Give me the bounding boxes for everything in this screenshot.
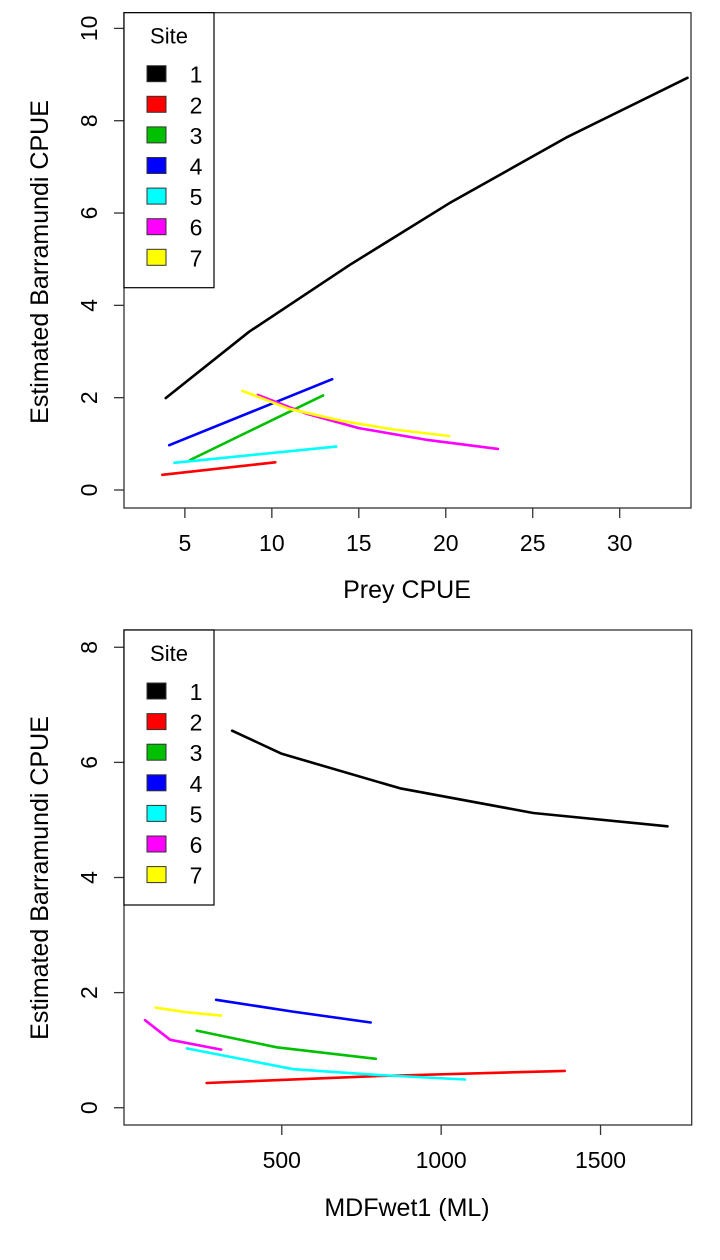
legend-swatch-site-5 (146, 187, 167, 205)
legend-swatch-site-1 (146, 65, 167, 83)
legend-swatch-site-7 (146, 248, 167, 266)
legend-label-site-7: 7 (190, 863, 203, 889)
legend-swatch-site-7 (146, 866, 167, 884)
legend-title: Site (150, 24, 188, 49)
legend-swatch-site-3 (146, 743, 167, 761)
series-line-site-1 (230, 729, 669, 828)
y-tick-label: 6 (76, 207, 102, 220)
series-line-site-4 (214, 998, 373, 1024)
legend-label-site-7: 7 (190, 245, 203, 271)
y-tick-label: 8 (76, 641, 102, 654)
legend-box (123, 629, 215, 906)
legend-swatch-site-3 (146, 126, 167, 144)
y-tick-label: 8 (76, 114, 102, 127)
x-tick-label: 10 (259, 530, 285, 556)
y-tick-label: 2 (76, 391, 102, 404)
y-axis-label: Estimated Barramundi CPUE (26, 716, 54, 1040)
y-tick-label: 4 (76, 871, 102, 884)
legend-swatch-site-2 (146, 713, 167, 731)
series-line-site-2 (161, 460, 277, 477)
y-tick-label: 10 (76, 16, 102, 42)
legend-swatch-site-4 (146, 157, 167, 174)
x-tick-label: 500 (263, 1147, 301, 1173)
y-tick-label: 0 (76, 484, 102, 497)
series-line-site-6 (143, 1018, 223, 1051)
x-tick-label: 5 (178, 530, 191, 556)
legend-label-site-2: 2 (190, 710, 203, 736)
legend-title: Site (150, 641, 188, 666)
y-tick-label: 4 (76, 299, 102, 312)
legend-label-site-5: 5 (190, 801, 203, 827)
legend-swatch-site-6 (146, 835, 167, 853)
series-line-site-7 (154, 1006, 223, 1017)
legend-label-site-6: 6 (190, 832, 203, 858)
legend-swatch-site-2 (146, 95, 167, 113)
y-tick-label: 6 (76, 756, 102, 769)
y-tick-label: 0 (76, 1101, 102, 1114)
x-tick-label: 20 (433, 530, 459, 556)
legend-swatch-site-6 (146, 218, 167, 236)
series-line-site-3 (188, 394, 325, 462)
legend-box (123, 12, 215, 289)
legend-label-site-4: 4 (190, 154, 203, 180)
series-line-site-3 (195, 1029, 378, 1061)
panel-prey-cpue: Prey CPUE Estimated Barramundi CPUE 5 10 1… (26, 12, 692, 604)
y-axis-label: Estimated Barramundi CPUE (26, 100, 54, 424)
legend-label-site-6: 6 (190, 215, 203, 241)
x-tick-label: 30 (607, 530, 633, 556)
series-line-site-5 (173, 445, 338, 465)
x-tick-label: 1500 (575, 1147, 626, 1173)
series-line-site-2 (205, 1069, 567, 1085)
panel-mdfwet1: MDFwet1 (ML) Estimated Barramundi CPUE 5… (26, 629, 693, 1222)
x-tick-label: 15 (346, 530, 372, 556)
legend-label-site-3: 3 (190, 123, 203, 149)
x-tick-label: 1000 (416, 1147, 467, 1173)
legend-label-site-5: 5 (190, 184, 203, 210)
legend-label-site-1: 1 (190, 679, 203, 705)
x-axis-label: Prey CPUE (343, 576, 471, 604)
legend-swatch-site-5 (146, 804, 167, 822)
legend-label-site-4: 4 (190, 771, 203, 797)
series-line-site-5 (185, 1047, 467, 1081)
series-line-site-7 (241, 389, 451, 438)
x-tick-label: 25 (520, 530, 546, 556)
x-axis-label: MDFwet1 (ML) (324, 1194, 489, 1222)
y-tick-label: 2 (76, 986, 102, 999)
legend-swatch-site-4 (146, 774, 167, 792)
series-line-site-6 (256, 393, 500, 451)
legend-label-site-2: 2 (190, 92, 203, 118)
legend-swatch-site-1 (146, 682, 167, 700)
legend-label-site-1: 1 (190, 62, 203, 88)
legend-label-site-3: 3 (190, 740, 203, 766)
series-line-site-4 (167, 377, 334, 447)
series-line-site-1 (164, 76, 689, 400)
